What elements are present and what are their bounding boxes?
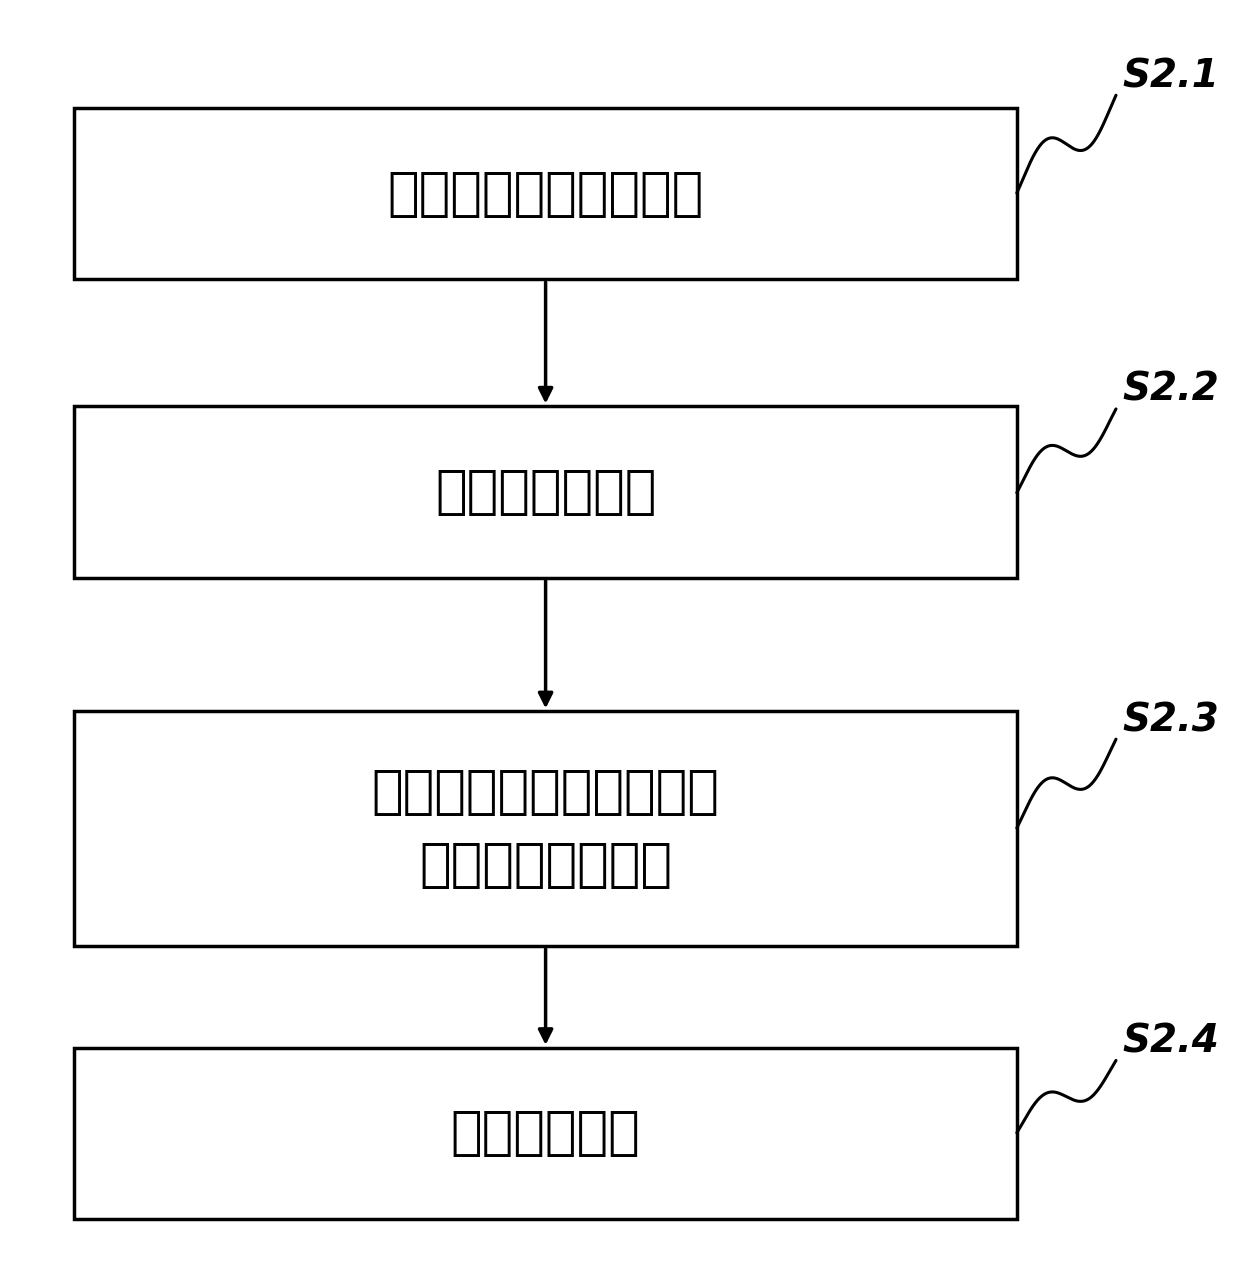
Text: S2.2: S2.2 — [1122, 371, 1219, 409]
Bar — [74, 108, 1017, 279]
Bar — [74, 406, 1017, 578]
Text: 利用二次规划方法求解目
标函数式的最优解: 利用二次规划方法求解目 标函数式的最优解 — [372, 766, 719, 892]
Text: S2.1: S2.1 — [1122, 57, 1219, 95]
Text: S2.3: S2.3 — [1122, 701, 1219, 739]
Bar — [74, 711, 1017, 946]
Text: 输入两类训练样品向量: 输入两类训练样品向量 — [387, 168, 704, 220]
Text: S2.4: S2.4 — [1122, 1022, 1219, 1060]
Text: 获得到偏差值: 获得到偏差值 — [450, 1107, 641, 1160]
Text: 指定核函数类型: 指定核函数类型 — [435, 466, 656, 518]
Bar — [74, 1048, 1017, 1219]
